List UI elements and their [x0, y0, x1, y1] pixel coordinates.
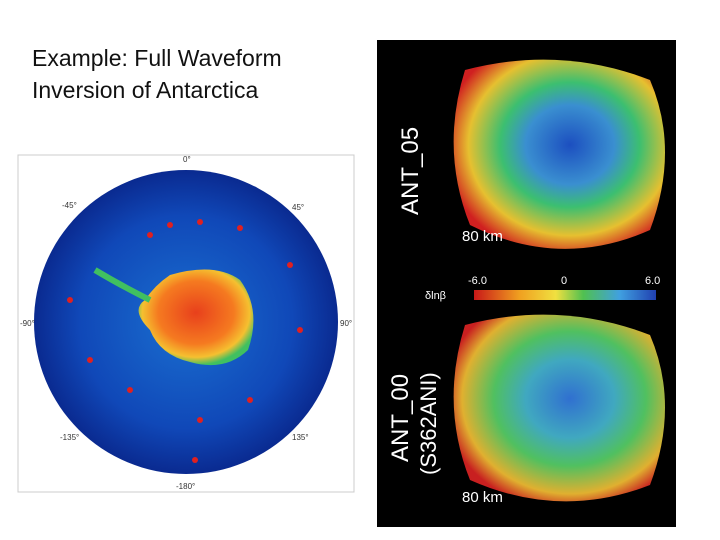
title-line: Inversion of Antarctica: [32, 77, 259, 103]
depth-label: 80 km: [462, 489, 503, 506]
map-label: -90°: [20, 319, 35, 328]
map-label: 90°: [340, 319, 352, 328]
map-label: 135°: [292, 433, 309, 442]
model-sublabel: (S362ANI): [416, 372, 441, 475]
slide-title: Example: Full Waveform Inversion of Anta…: [32, 42, 282, 106]
map-label: 0°: [183, 155, 191, 164]
colorbar-tick: -6.0: [468, 275, 487, 287]
antarctica: [138, 269, 254, 366]
colorbar-label: δlnβ: [425, 290, 446, 302]
depth-label: 80 km: [462, 228, 503, 245]
tomo-map: [453, 59, 665, 249]
model-label: ANT_00: [387, 374, 414, 462]
map-label: 45°: [292, 203, 304, 212]
tomo-map: [453, 314, 665, 502]
model-label: ANT_05: [397, 127, 424, 215]
map-label: -45°: [62, 201, 77, 210]
map-label: -135°: [60, 433, 79, 442]
title-line: Example: Full Waveform: [32, 45, 282, 71]
colorbar-tick: 0: [561, 275, 567, 287]
peninsula: [93, 267, 152, 303]
colorbar-tick: 6.0: [645, 275, 660, 287]
colorbar: [474, 290, 656, 300]
map-label: -180°: [176, 482, 195, 491]
plate-boundary: [67, 219, 303, 463]
map-labels: 0° -45° 45° -90° 90° -135° 135° -180°: [20, 155, 352, 491]
